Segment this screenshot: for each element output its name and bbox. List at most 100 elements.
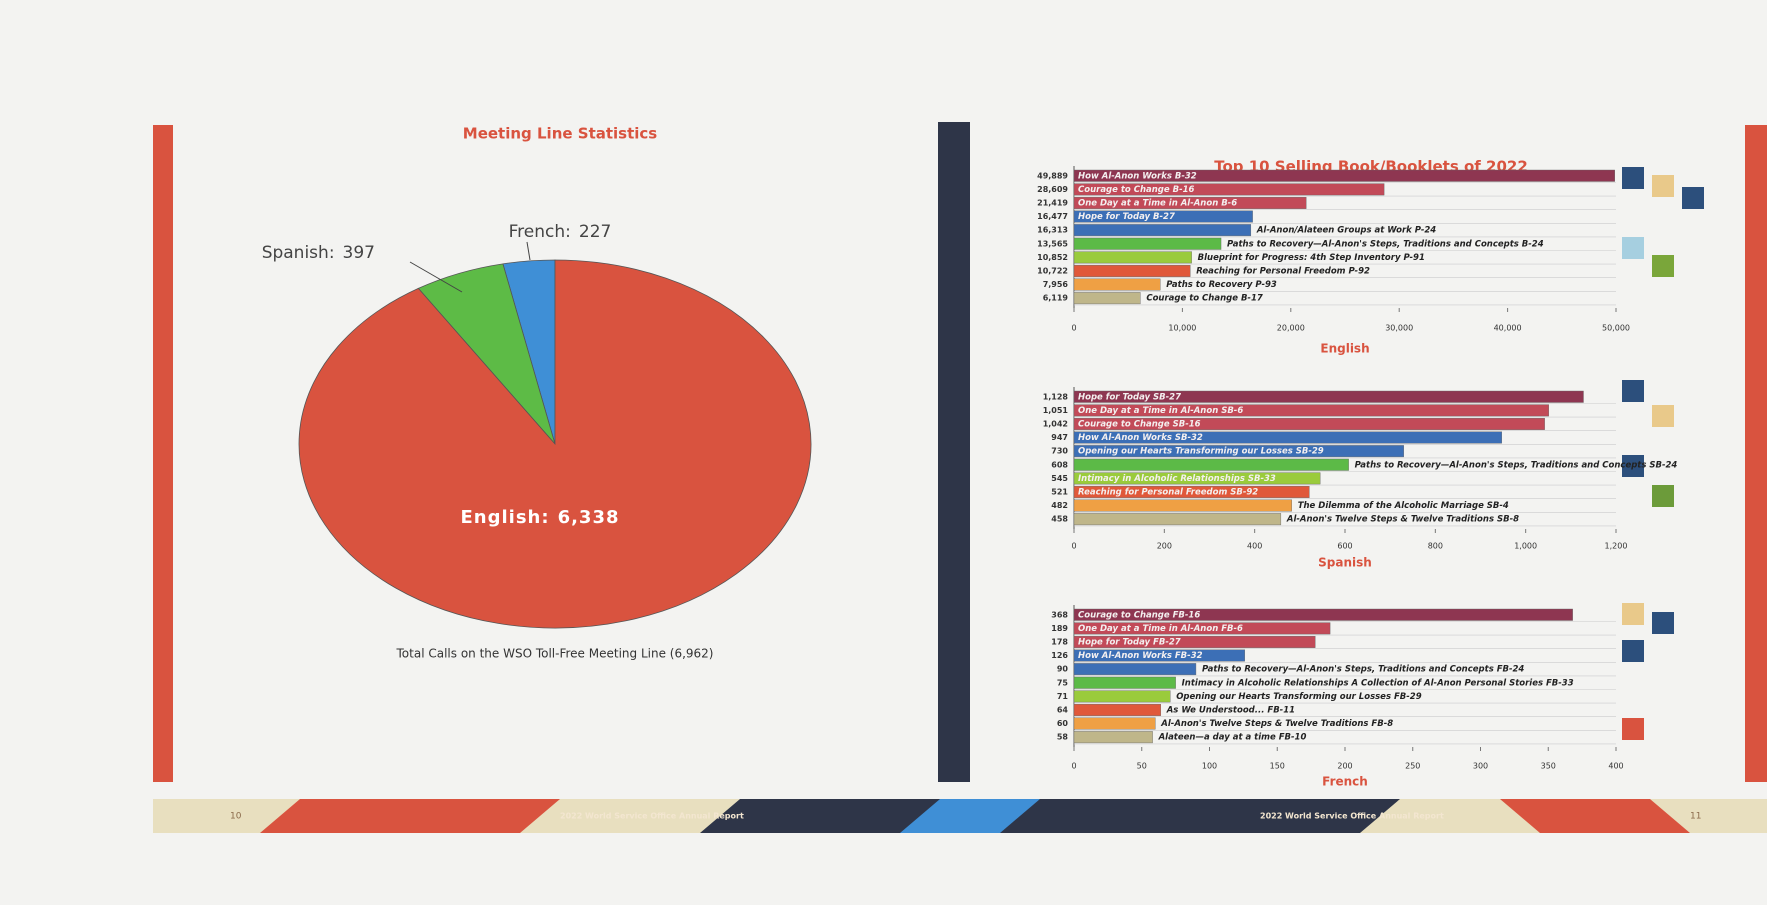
bar — [1073, 704, 1161, 716]
bar — [1073, 663, 1197, 676]
bar — [1073, 431, 1502, 444]
bar-name: Alateen—a day at a time FB-10 — [1158, 733, 1307, 743]
value-label: 947 — [1051, 433, 1068, 442]
x-tick-label: 50 — [1137, 762, 1147, 771]
value-label: 60 — [1057, 719, 1069, 728]
bar — [1073, 649, 1245, 662]
footer-stripe — [260, 799, 560, 833]
bar-name: Blueprint for Progress: 4th Step Invento… — [1198, 253, 1425, 263]
book-cover — [1652, 175, 1674, 197]
bar-name: Al-Anon's Twelve Steps & Twelve Traditio… — [1160, 719, 1393, 729]
bar — [1073, 169, 1615, 182]
x-tick-label: 350 — [1541, 762, 1556, 771]
value-label: 1,042 — [1043, 419, 1068, 428]
bar — [1073, 676, 1176, 689]
value-label: 1,128 — [1043, 392, 1069, 401]
bar — [1073, 486, 1310, 498]
page-number: 10 — [230, 812, 242, 822]
bar — [1073, 472, 1321, 485]
footer-stripe — [1500, 799, 1690, 833]
x-tick-label: 1,000 — [1514, 542, 1537, 551]
value-label: 126 — [1051, 651, 1068, 660]
value-label: 482 — [1051, 501, 1068, 510]
book-cover — [1682, 187, 1704, 209]
book-cover — [1622, 167, 1644, 189]
bar-name: Intimacy in Alcoholic Relationships A Co… — [1182, 678, 1574, 688]
value-label: 545 — [1051, 474, 1068, 483]
bar — [1073, 622, 1331, 635]
chart-caption: Total Calls on the WSO Toll-Free Meeting… — [396, 647, 714, 661]
x-tick-label: 10,000 — [1168, 324, 1196, 333]
value-label: 71 — [1057, 692, 1069, 701]
bar — [1073, 690, 1171, 703]
bar-name: Courage to Change B-16 — [1078, 185, 1195, 195]
value-label: 368 — [1051, 610, 1068, 619]
bar-name: One Day at a Time in Al-Anon SB-6 — [1078, 406, 1243, 416]
pie-category: French: — [509, 222, 571, 242]
value-label: 1,051 — [1043, 406, 1069, 415]
x-tick-label: 150 — [1270, 762, 1285, 771]
footer-stripe — [1000, 799, 1400, 833]
pie-value-label: 227 — [579, 222, 611, 242]
value-label: 28,609 — [1037, 185, 1068, 194]
bar — [1073, 278, 1161, 291]
bar — [1073, 717, 1156, 730]
bar-name: Al-Anon's Twelve Steps & Twelve Traditio… — [1286, 515, 1519, 525]
bar-name: Courage to Change B-17 — [1146, 294, 1263, 304]
bar-name: Courage to Change FB-16 — [1078, 610, 1200, 620]
bar — [1073, 636, 1316, 648]
bar — [1073, 404, 1549, 417]
value-label: 7,956 — [1043, 280, 1069, 289]
pie-value-label: 6,338 — [558, 507, 620, 528]
book-cover — [1622, 455, 1644, 477]
book-cover — [1652, 612, 1674, 634]
book-covers — [1622, 167, 1704, 740]
pie-slice — [298, 259, 812, 629]
bar-name: Paths to Recovery—Al-Anon's Steps, Tradi… — [1355, 460, 1678, 470]
x-tick-label: 300 — [1473, 762, 1488, 771]
book-cover — [1622, 237, 1644, 259]
x-axis-label: Spanish — [1318, 556, 1372, 570]
x-tick-label: 200 — [1157, 542, 1172, 551]
bar-name: Hope for Today B-27 — [1078, 212, 1175, 222]
footer-text: 2022 World Service Office Annual Report — [1260, 812, 1444, 821]
bar-name: How Al-Anon Works FB-32 — [1078, 651, 1203, 661]
bar-name: As We Understood... FB-11 — [1166, 705, 1295, 715]
x-tick-label: 800 — [1428, 542, 1443, 551]
value-label: 49,889 — [1037, 171, 1068, 180]
book-cover — [1652, 485, 1674, 507]
value-label: 10,852 — [1037, 253, 1068, 262]
value-label: 75 — [1057, 678, 1069, 687]
bar — [1073, 196, 1307, 209]
bar-name: Courage to Change SB-16 — [1078, 419, 1201, 429]
x-tick-label: 600 — [1337, 542, 1352, 551]
bar-name: How Al-Anon Works B-32 — [1078, 171, 1197, 181]
pie-value-label: 397 — [343, 243, 375, 263]
leader-line — [409, 261, 463, 293]
bar-name: Paths to Recovery P-93 — [1166, 280, 1277, 290]
book-cover — [1622, 603, 1644, 625]
chart-title: Meeting Line Statistics — [463, 125, 658, 143]
leader-line — [526, 241, 531, 261]
pie-label: Spanish: 397 — [262, 243, 375, 263]
bar — [1073, 237, 1222, 250]
bar — [1073, 445, 1404, 458]
bar — [1073, 224, 1252, 237]
bar — [1073, 183, 1385, 196]
x-tick-label: 400 — [1608, 762, 1623, 771]
book-cover — [1652, 405, 1674, 427]
bar — [1073, 608, 1573, 621]
value-label: 178 — [1051, 637, 1068, 646]
x-tick-label: 400 — [1247, 542, 1262, 551]
x-tick-label: 0 — [1071, 324, 1076, 333]
value-label: 58 — [1057, 733, 1069, 742]
value-label: 16,313 — [1037, 226, 1068, 235]
x-tick-label: 30,000 — [1385, 324, 1413, 333]
right-accent-bar — [1745, 125, 1767, 782]
center-divider — [938, 122, 970, 782]
bar — [1073, 210, 1253, 223]
value-label: 16,477 — [1037, 212, 1068, 221]
bar — [1073, 499, 1292, 512]
value-label: 730 — [1051, 447, 1068, 456]
